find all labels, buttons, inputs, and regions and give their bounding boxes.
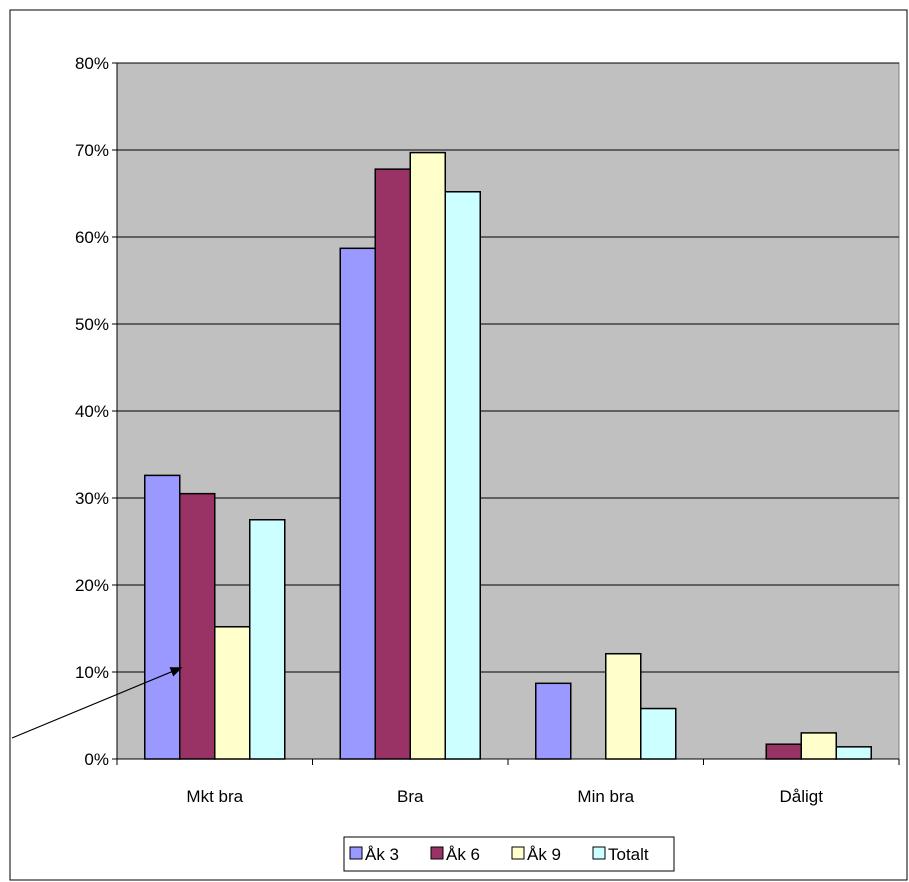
bar [605,652,642,760]
y-tick-label: 0% [84,750,109,769]
bar [765,743,802,760]
bars [144,151,872,760]
bar [800,732,837,760]
legend-swatch [349,846,363,860]
bar [835,746,872,760]
y-tick-label: 70% [75,141,109,160]
x-tick-label: Dåligt [780,787,824,806]
bar [339,247,376,760]
legend: Åk 3 Åk 6 Åk 9 Totalt [343,836,675,872]
y-tick-label: 30% [75,489,109,508]
x-tick-label: Bra [397,787,424,806]
x-tick-label: Mkt bra [186,787,243,806]
legend-label: Totalt [608,845,649,864]
legend-swatch [592,846,606,860]
bar [409,151,446,760]
legend-label: Åk 3 [365,845,399,864]
y-tick-label: 60% [75,228,109,247]
legend-swatch [511,846,525,860]
bar [374,168,411,760]
y-tick-label: 50% [75,315,109,334]
y-tick-label: 20% [75,576,109,595]
annotation-arrow [11,667,183,739]
y-tick-label: 80% [75,54,109,73]
y-axis: 0% 10% 20% 30% 40% 50% 60% 70% 80% [75,54,118,769]
x-axis: Mkt bra Bra Min bra Dåligt [116,758,900,806]
annotation [11,667,183,739]
legend-label: Åk 9 [527,845,561,864]
x-tick-label: Min bra [577,787,634,806]
legend-swatch [430,846,444,860]
bar [249,519,286,760]
bar [144,474,181,760]
bar [535,682,572,760]
gridlines [117,62,899,673]
bar [640,707,677,760]
bar [214,626,251,760]
y-tick-label: 40% [75,402,109,421]
bar [179,492,216,760]
bar [444,191,481,760]
y-tick-label: 10% [75,663,109,682]
legend-label: Åk 6 [446,845,480,864]
legend-box [343,836,675,872]
